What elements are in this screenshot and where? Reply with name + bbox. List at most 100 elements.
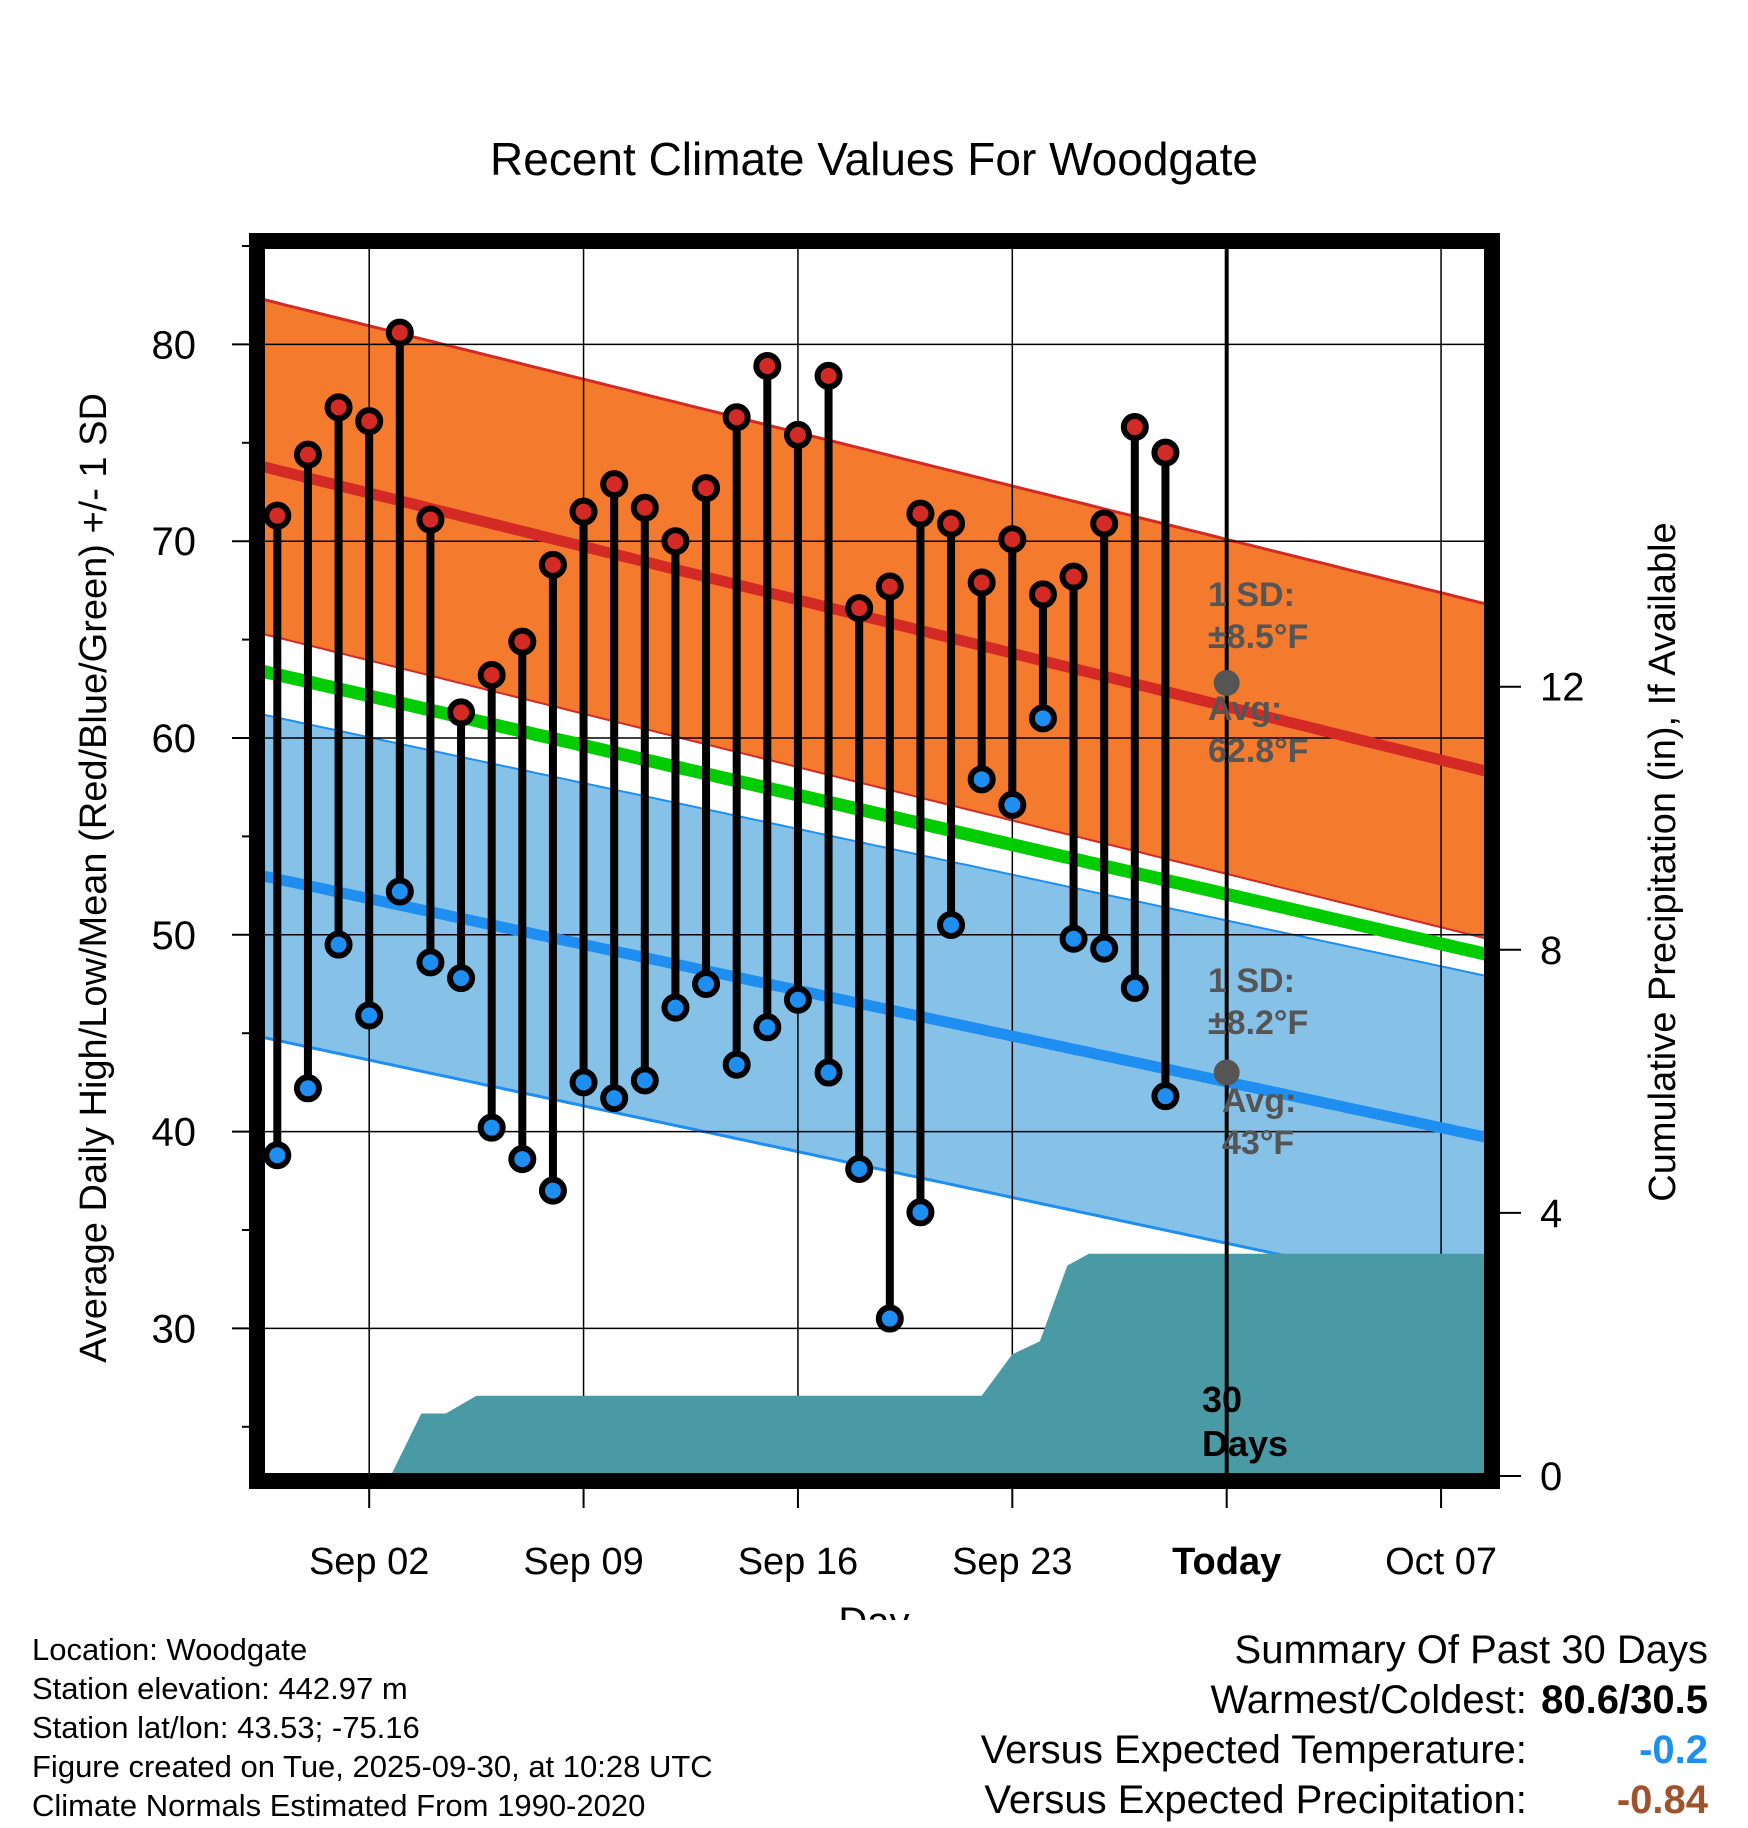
obs-high-point xyxy=(293,440,322,469)
summary-title: Summary Of Past 30 Days xyxy=(1234,1628,1708,1672)
high-sd-lower-line xyxy=(262,632,1487,940)
plot-area: 1 SD: ±8.5°F Avg: 62.8°F 1 SD: ±8.2°F Avg: 43°F… xyxy=(152,233,1585,1583)
obs-high-point xyxy=(477,661,506,690)
y2-axis-label: Cumulative Precipitation (in), If Availa… xyxy=(1642,522,1684,1201)
obs-high-point xyxy=(1059,562,1088,591)
obs-low-point xyxy=(1120,973,1149,1002)
obs-high-point xyxy=(937,509,966,538)
obs-low-point xyxy=(538,1176,567,1205)
obs-low-point xyxy=(875,1304,904,1333)
obs-low-point xyxy=(1090,934,1119,963)
plot-frame xyxy=(249,233,1500,1489)
y-tick-label: 40 xyxy=(152,1111,197,1155)
obs-low-point xyxy=(355,1001,384,1030)
obs-low-point xyxy=(998,790,1027,819)
obs-low-point xyxy=(569,1068,598,1097)
obs-high-point xyxy=(661,527,690,556)
obs-high-point xyxy=(1120,413,1149,442)
obs-high-point xyxy=(783,420,812,449)
climate-chart: Recent Climate Values For Woodgate 1 SD:… xyxy=(73,133,1684,1620)
normals-text: Climate Normals Estimated From 1990-2020 xyxy=(32,1788,646,1823)
latlon-text: Station lat/lon: 43.53; -75.16 xyxy=(32,1710,420,1745)
obs-high-point xyxy=(998,525,1027,554)
today-avg-low-point xyxy=(1213,1059,1240,1086)
precip-value: -0.84 xyxy=(1616,1778,1708,1822)
y2-tick-label: 8 xyxy=(1540,929,1562,973)
y-tick-label: 80 xyxy=(152,323,197,367)
obs-low-point xyxy=(385,877,414,906)
obs-low-point xyxy=(1151,1082,1180,1111)
y-tick-label: 30 xyxy=(152,1307,197,1351)
high-avg-annotation: Avg: 62.8°F xyxy=(1208,690,1309,770)
temp-value: -0.2 xyxy=(1639,1728,1708,1772)
obs-high-point xyxy=(600,470,629,499)
high-sd-upper-line xyxy=(262,297,1487,606)
high-normal-line xyxy=(262,461,1487,777)
x-tick-label: Today xyxy=(1172,1541,1281,1583)
obs-low-point xyxy=(753,1013,782,1042)
obs-high-point xyxy=(906,499,935,528)
obs-high-point xyxy=(569,497,598,526)
obs-low-point xyxy=(293,1074,322,1103)
obs-high-point xyxy=(263,501,292,530)
precip-area xyxy=(262,1253,1487,1476)
obs-low-point xyxy=(692,970,721,998)
station-info: Location: Woodgate Station elevation: 44… xyxy=(32,1630,713,1825)
obs-high-point xyxy=(538,550,567,579)
obs-high-point xyxy=(875,572,904,601)
obs-high-point xyxy=(447,698,476,727)
obs-low-point xyxy=(263,1141,292,1170)
obs-low-point xyxy=(783,985,812,1014)
obs-low-point xyxy=(814,1058,843,1087)
precip-label: Versus Expected Precipitation: xyxy=(984,1778,1527,1822)
high-sd-annotation: 1 SD: ±8.5°F xyxy=(1208,576,1308,656)
obs-high-point xyxy=(385,318,414,347)
y-tick-label: 50 xyxy=(152,914,197,958)
obs-high-point xyxy=(1090,509,1119,538)
x-tick-label: Sep 16 xyxy=(738,1541,858,1583)
low-normal-line xyxy=(262,870,1487,1143)
y2-tick-label: 0 xyxy=(1540,1455,1562,1499)
summary-warm-cold: Warmest/Coldest: 80.6/30.5 xyxy=(981,1675,1709,1725)
warm-cold-label: Warmest/Coldest: xyxy=(1210,1678,1527,1722)
summary-precip: Versus Expected Precipitation: -0.84 xyxy=(981,1775,1708,1825)
obs-high-point xyxy=(753,352,782,381)
obs-high-point xyxy=(722,403,751,432)
obs-high-point xyxy=(1028,580,1057,609)
today-days-label: 30 Days xyxy=(1202,1379,1288,1464)
obs-low-point xyxy=(508,1145,537,1174)
obs-high-point xyxy=(845,594,874,623)
created-text: Figure created on Tue, 2025-09-30, at 10… xyxy=(32,1749,713,1784)
summary-temp: Versus Expected Temperature: -0.2 xyxy=(981,1725,1708,1775)
temp-label: Versus Expected Temperature: xyxy=(980,1728,1527,1772)
obs-low-point xyxy=(1059,924,1088,953)
obs-low-point xyxy=(416,948,445,977)
obs-low-point xyxy=(937,910,966,939)
obs-low-point xyxy=(661,993,690,1022)
plot-content: 1 SD: ±8.5°F Avg: 62.8°F 1 SD: ±8.2°F Avg: 43°F… xyxy=(262,246,1487,1476)
x-tick-label: Sep 02 xyxy=(309,1541,429,1583)
obs-low-point xyxy=(845,1154,874,1183)
x-tick-label: Sep 23 xyxy=(952,1541,1072,1583)
low-sd-annotation: 1 SD: ±8.2°F xyxy=(1208,962,1308,1042)
low-sd-upper-line xyxy=(262,713,1487,978)
obs-high-point xyxy=(967,568,996,597)
y2-tick-label: 4 xyxy=(1540,1192,1562,1236)
x-axis-label: Day xyxy=(838,1600,909,1620)
obs-high-point xyxy=(416,505,445,534)
obs-low-point xyxy=(1028,704,1057,733)
location-text: Location: Woodgate xyxy=(32,1632,308,1667)
obs-low-point xyxy=(630,1066,659,1095)
obs-low-point xyxy=(477,1113,506,1142)
x-tick-label: Oct 07 xyxy=(1385,1541,1497,1583)
today-avg-high-point xyxy=(1213,669,1240,696)
obs-low-point xyxy=(967,765,996,794)
y2-tick-label: 12 xyxy=(1540,666,1585,710)
obs-high-point xyxy=(630,493,659,522)
y-tick-label: 70 xyxy=(152,520,197,564)
obs-low-point xyxy=(600,1084,629,1113)
obs-low-point xyxy=(722,1050,751,1079)
chart-title: Recent Climate Values For Woodgate xyxy=(490,133,1258,185)
elevation-text: Station elevation: 442.97 m xyxy=(32,1671,408,1706)
y-axis-label: Average Daily High/Low/Mean (Red/Blue/Gr… xyxy=(73,393,115,1363)
